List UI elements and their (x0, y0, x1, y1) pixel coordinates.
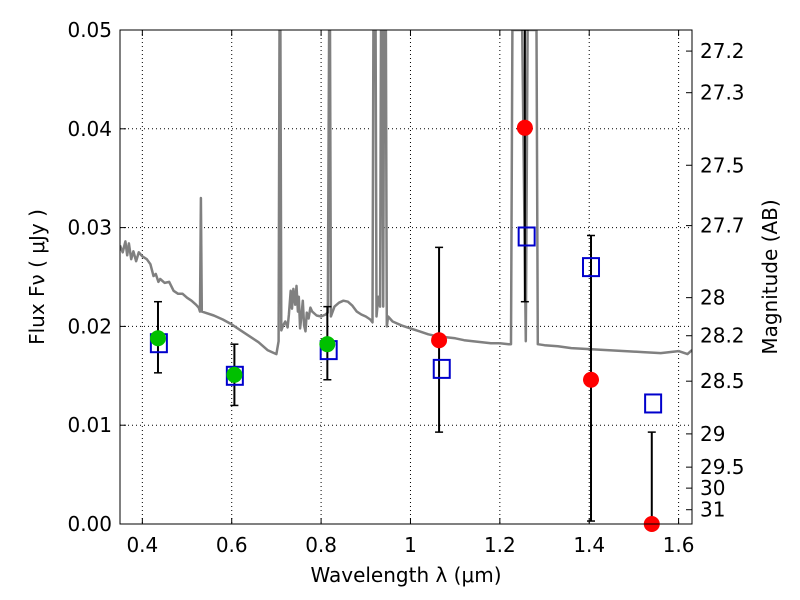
x-tick-label: 1.4 (573, 533, 605, 557)
y2-tick-label: 29 (700, 422, 725, 446)
y-tick-label: 0.00 (67, 512, 112, 536)
y2-tick-label: 29.5 (700, 455, 745, 479)
y-axis-label: Flux Fν ( μJy ) (25, 209, 49, 345)
axis-ticks: 0.4 0.6 0.8 1 1.2 1.4 1.6 0.00 0.01 0.02 0.03 0.04 0… (67, 18, 744, 557)
detected-point (149, 330, 166, 347)
y2-tick-label: 28 (700, 286, 725, 310)
plot-area (120, 30, 692, 524)
model-spectrum-line (120, 30, 692, 356)
y2-tick-label: 30 (700, 476, 725, 500)
measured-point (583, 371, 600, 388)
y2-tick-label: 28.2 (700, 324, 745, 348)
y2-tick-label: 27.3 (700, 81, 745, 105)
y2-tick-label: 27.7 (700, 214, 745, 238)
x-tick-label: 0.6 (216, 533, 248, 557)
y-tick-label: 0.01 (67, 413, 112, 437)
y2-axis-label: Magnitude (AB) (758, 199, 782, 354)
y2-tick-label: 31 (700, 498, 725, 522)
x-tick-label: 0.8 (305, 533, 337, 557)
measured-point (431, 332, 448, 349)
y2-tick-label: 27.5 (700, 153, 745, 177)
x-tick-label: 1 (404, 533, 417, 557)
x-tick-label: 1.2 (484, 533, 516, 557)
model-box-marker (644, 393, 663, 414)
measured-point (516, 119, 533, 136)
y2-tick-label: 27.2 (700, 39, 745, 63)
y-tick-label: 0.05 (67, 18, 112, 42)
model-box-marker (517, 226, 536, 247)
detected-point (226, 366, 243, 383)
model-spectrum (120, 30, 692, 356)
y-tick-label: 0.04 (67, 117, 112, 141)
x-tick-label: 1.6 (663, 533, 695, 557)
data-points (149, 119, 660, 532)
y2-tick-label: 28.5 (700, 369, 745, 393)
y-tick-label: 0.02 (67, 314, 112, 338)
model-box-marker (582, 257, 601, 278)
detected-point (319, 336, 336, 353)
y-tick-label: 0.03 (67, 216, 112, 240)
x-tick-label: 0.4 (126, 533, 158, 557)
x-axis-label: Wavelength λ (μm) (310, 563, 501, 587)
model-box-marker (432, 358, 451, 379)
plot-frame (119, 29, 693, 525)
